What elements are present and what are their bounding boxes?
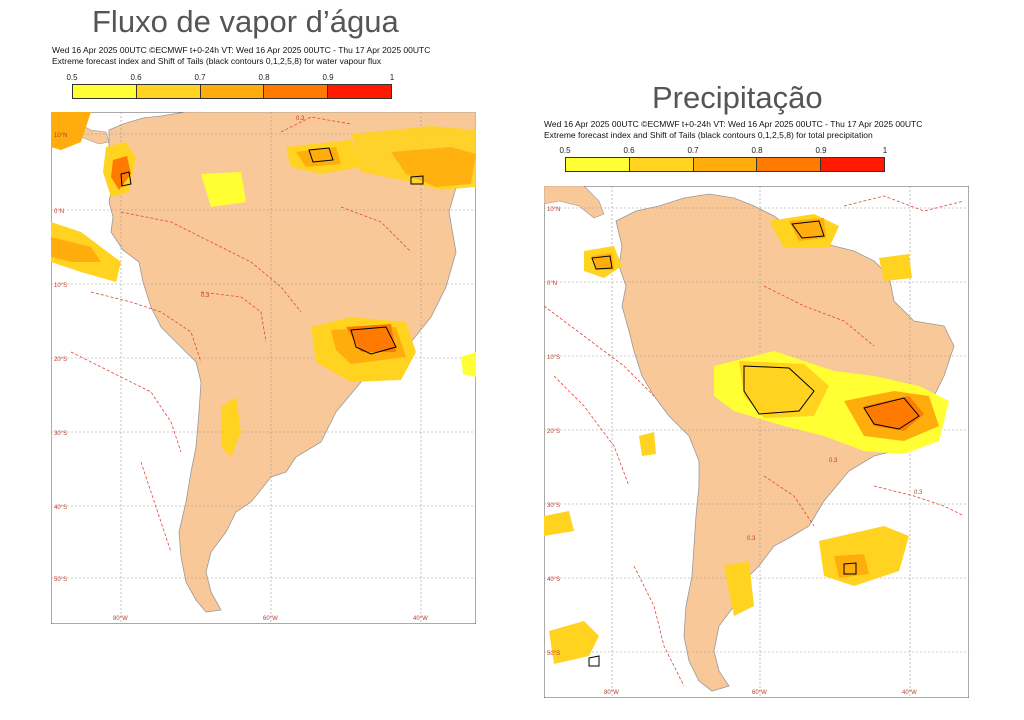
south-america-land (108, 112, 476, 613)
colorbar-segment (73, 85, 137, 98)
colorbar-segment (200, 85, 265, 98)
lat-label: 0°N (547, 281, 557, 287)
efi-area (221, 397, 241, 457)
efi-area (544, 511, 574, 536)
right-panel-subtitle-1: Wed 16 Apr 2025 00UTC ©ECMWF t+0-24h VT:… (544, 119, 923, 129)
lat-label: 10°N (547, 207, 560, 213)
lat-label: 20°S (54, 357, 67, 363)
efi-area (739, 361, 829, 418)
left-panel: Fluxo de vapor d’água Wed 16 Apr 2025 00… (0, 0, 500, 720)
right-map: 0.3 0.3 0.3 80°W 60°W 40°W 10°N 0°N 10°S… (544, 186, 969, 698)
colorbar-segment (566, 158, 630, 171)
efi-area (549, 621, 599, 664)
efi-area (391, 147, 476, 187)
right-panel-title: Precipitação (652, 80, 823, 115)
lat-label: 0°N (54, 209, 64, 215)
colorbar-segment (693, 158, 758, 171)
efi-area (296, 147, 341, 167)
lon-label-bottom: 80°W (604, 690, 619, 696)
left-panel-title: Fluxo de vapor d’água (92, 4, 399, 39)
contour-label: 0.3 (296, 116, 305, 122)
colorbar-tick: 0.7 (194, 73, 206, 82)
left-map: 0.3 0.3 80°W 60°W 40°W 10°N 0°N 10°S 20°… (51, 112, 476, 624)
right-colorbar-ticks: 0.5 0.6 0.7 0.8 0.9 1 (559, 146, 888, 156)
efi-area (51, 112, 91, 150)
contour-label: 0.3 (914, 490, 923, 496)
efi-area (111, 156, 131, 190)
lat-label: 40°S (547, 577, 560, 583)
lat-label: 10°N (54, 133, 67, 139)
lat-label: 30°S (54, 431, 67, 437)
contour-label: 0.3 (201, 293, 210, 299)
colorbar-tick: 0.6 (130, 73, 142, 82)
colorbar-tick: 0.5 (66, 73, 78, 82)
colorbar-tick: 0.9 (815, 146, 827, 155)
contour-label: 0.3 (829, 458, 838, 464)
colorbar-tick: 0.8 (751, 146, 763, 155)
lat-label: 10°S (547, 355, 560, 361)
left-colorbar (72, 84, 392, 99)
colorbar-segment (136, 85, 201, 98)
lat-label: 20°S (547, 429, 560, 435)
right-panel-subtitle-2: Extreme forecast index and Shift of Tail… (544, 130, 873, 140)
colorbar-tick: 0.5 (559, 146, 571, 155)
lat-label: 10°S (54, 283, 67, 289)
lat-label: 50°S (547, 651, 560, 657)
lat-label: 30°S (547, 503, 560, 509)
colorbar-segment (757, 158, 822, 171)
colorbar-segment (328, 85, 391, 98)
colorbar-segment (264, 85, 329, 98)
lon-label-bottom: 60°W (263, 616, 278, 622)
efi-area (346, 324, 396, 352)
efi-area (201, 172, 246, 207)
colorbar-tick: 0.6 (623, 146, 635, 155)
efi-area (879, 254, 912, 281)
left-panel-subtitle-1: Wed 16 Apr 2025 00UTC ©ECMWF t+0-24h VT:… (52, 45, 431, 55)
colorbar-tick: 1 (389, 73, 395, 82)
lon-label-bottom: 40°W (413, 616, 428, 622)
colorbar-tick: 0.8 (258, 73, 270, 82)
lon-label-bottom: 40°W (902, 690, 917, 696)
efi-area (461, 352, 476, 377)
left-panel-subtitle-2: Extreme forecast index and Shift of Tail… (52, 56, 382, 66)
efi-area (724, 561, 754, 616)
colorbar-tick: 0.7 (687, 146, 699, 155)
colorbar-segment (821, 158, 884, 171)
efi-area (834, 554, 869, 578)
efi-area (639, 432, 656, 456)
lon-label-bottom: 80°W (113, 616, 128, 622)
lat-label: 50°S (54, 577, 67, 583)
right-colorbar (565, 157, 885, 172)
colorbar-tick: 1 (882, 146, 888, 155)
lon-label-bottom: 60°W (752, 690, 767, 696)
efi-area (51, 237, 101, 262)
colorbar-segment (629, 158, 694, 171)
contour-label: 0.3 (747, 536, 756, 542)
lat-label: 40°S (54, 505, 67, 511)
left-colorbar-ticks: 0.5 0.6 0.7 0.8 0.9 1 (66, 73, 395, 83)
right-panel: Precipitação Wed 16 Apr 2025 00UTC ©ECMW… (520, 0, 1024, 720)
colorbar-tick: 0.9 (322, 73, 334, 82)
